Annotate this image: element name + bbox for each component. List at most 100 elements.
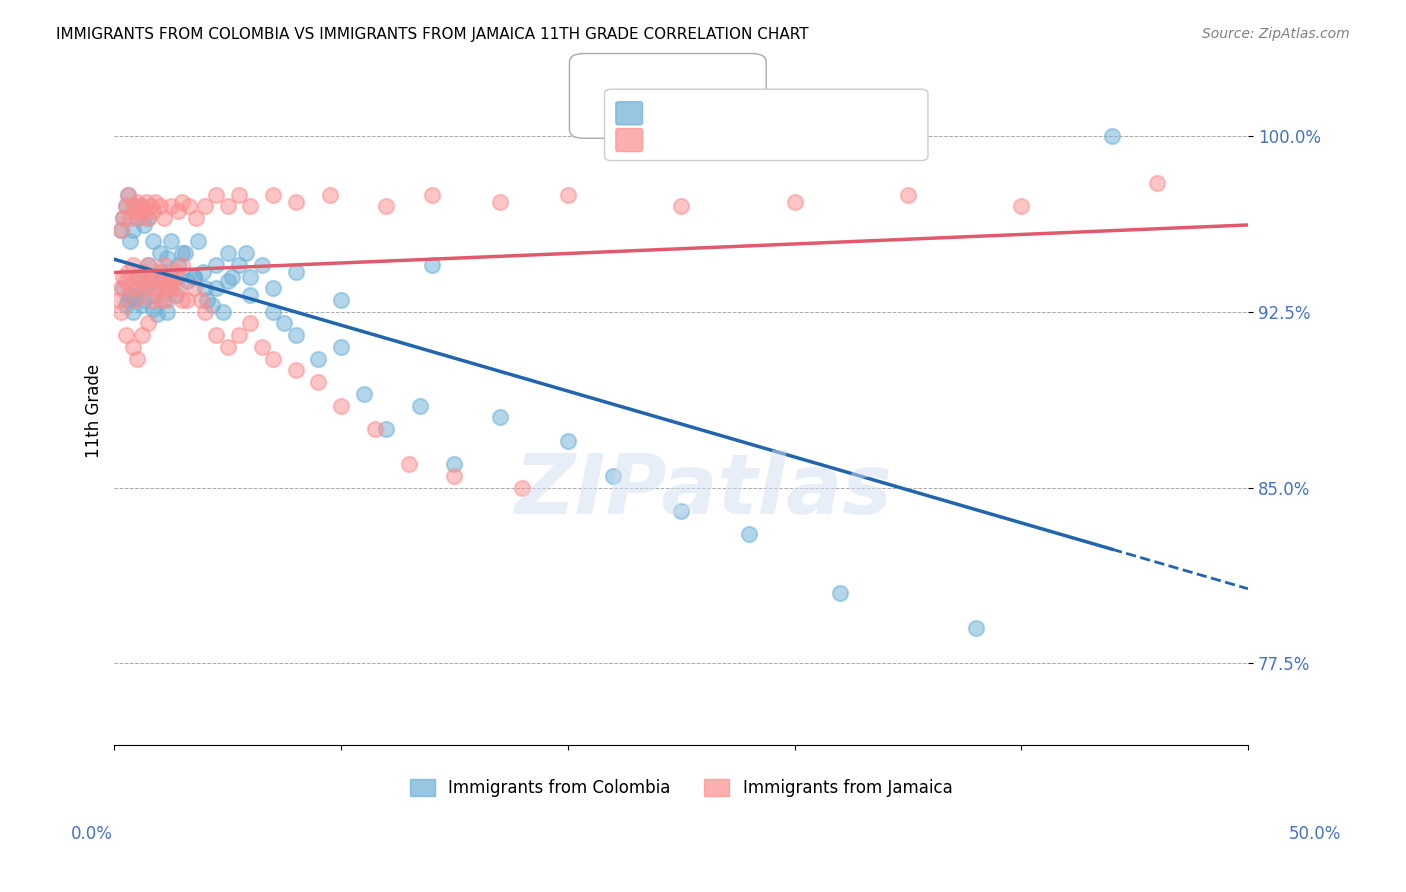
Point: [139, 199, 162, 213]
Point: [114, 199, 136, 213]
Text: Source: ZipAtlas.com: Source: ZipAtlas.com: [1202, 27, 1350, 41]
Point: [194, 281, 217, 295]
Point: [121, 199, 143, 213]
Point: [146, 274, 169, 288]
Point: [138, 258, 160, 272]
Point: [319, 187, 342, 202]
Point: [125, 269, 148, 284]
Point: [176, 293, 198, 307]
Point: [135, 194, 157, 209]
Point: [191, 265, 214, 279]
Point: [250, 258, 273, 272]
Point: [135, 281, 157, 295]
Point: [142, 235, 165, 249]
Point: [262, 351, 284, 366]
Point: [160, 281, 183, 295]
Point: [138, 317, 160, 331]
Point: [120, 235, 142, 249]
Point: [239, 317, 262, 331]
Point: [155, 251, 177, 265]
Point: [153, 258, 176, 272]
Y-axis label: 11th Grade: 11th Grade: [86, 364, 103, 458]
Point: [420, 258, 443, 272]
Point: [149, 246, 172, 260]
Point: [167, 204, 190, 219]
Point: [409, 399, 432, 413]
Point: [262, 305, 284, 319]
Point: [212, 305, 235, 319]
Text: R = 0.190   N = 95: R = 0.190 N = 95: [640, 129, 821, 147]
Point: [828, 586, 851, 600]
Point: [228, 258, 250, 272]
Point: [149, 274, 172, 288]
Point: [167, 258, 190, 272]
Point: [1010, 199, 1032, 213]
Point: [128, 211, 150, 225]
Point: [897, 187, 920, 202]
Point: [330, 293, 353, 307]
Text: IMMIGRANTS FROM COLOMBIA VS IMMIGRANTS FROM JAMAICA 11TH GRADE CORRELATION CHART: IMMIGRANTS FROM COLOMBIA VS IMMIGRANTS F…: [56, 27, 808, 42]
Point: [217, 199, 239, 213]
Point: [157, 281, 180, 295]
Point: [135, 281, 157, 295]
Point: [114, 199, 136, 213]
Point: [284, 363, 307, 377]
Point: [128, 269, 150, 284]
Point: [131, 199, 153, 213]
Point: [146, 307, 169, 321]
Point: [110, 305, 132, 319]
Point: [364, 422, 387, 436]
Point: [153, 211, 176, 225]
Point: [138, 211, 160, 225]
Point: [125, 281, 148, 295]
Point: [125, 211, 148, 225]
Text: 0.0%: 0.0%: [70, 825, 112, 843]
Point: [375, 199, 398, 213]
Point: [117, 187, 139, 202]
Point: [262, 281, 284, 295]
Point: [139, 293, 162, 307]
Point: [221, 269, 243, 284]
Point: [284, 265, 307, 279]
Point: [183, 269, 205, 284]
Point: [128, 281, 150, 295]
Point: [172, 293, 194, 307]
Point: [124, 199, 146, 213]
Point: [669, 199, 692, 213]
Point: [125, 194, 148, 209]
Point: [557, 187, 579, 202]
Point: [110, 281, 132, 295]
Point: [262, 187, 284, 202]
Point: [128, 204, 150, 219]
Point: [201, 298, 224, 312]
Point: [114, 328, 136, 343]
Point: [217, 274, 239, 288]
Point: [557, 434, 579, 448]
Point: [1101, 128, 1123, 143]
Point: [398, 457, 420, 471]
Point: [172, 194, 194, 209]
Point: [143, 194, 166, 209]
Point: [124, 293, 146, 307]
Point: [110, 223, 132, 237]
Point: [114, 298, 136, 312]
Point: [443, 457, 465, 471]
Point: [108, 293, 131, 307]
Point: [183, 269, 205, 284]
Point: [965, 621, 987, 635]
Point: [165, 265, 187, 279]
Point: [217, 340, 239, 354]
Text: R = 0.263   N = 83: R = 0.263 N = 83: [640, 103, 821, 120]
Point: [172, 258, 194, 272]
Point: [512, 481, 534, 495]
Point: [205, 328, 228, 343]
Point: [138, 211, 160, 225]
Point: [143, 269, 166, 284]
Point: [142, 204, 165, 219]
Point: [194, 305, 217, 319]
Point: [131, 274, 153, 288]
Point: [149, 265, 172, 279]
Point: [160, 269, 183, 284]
Point: [120, 211, 142, 225]
Point: [239, 288, 262, 302]
